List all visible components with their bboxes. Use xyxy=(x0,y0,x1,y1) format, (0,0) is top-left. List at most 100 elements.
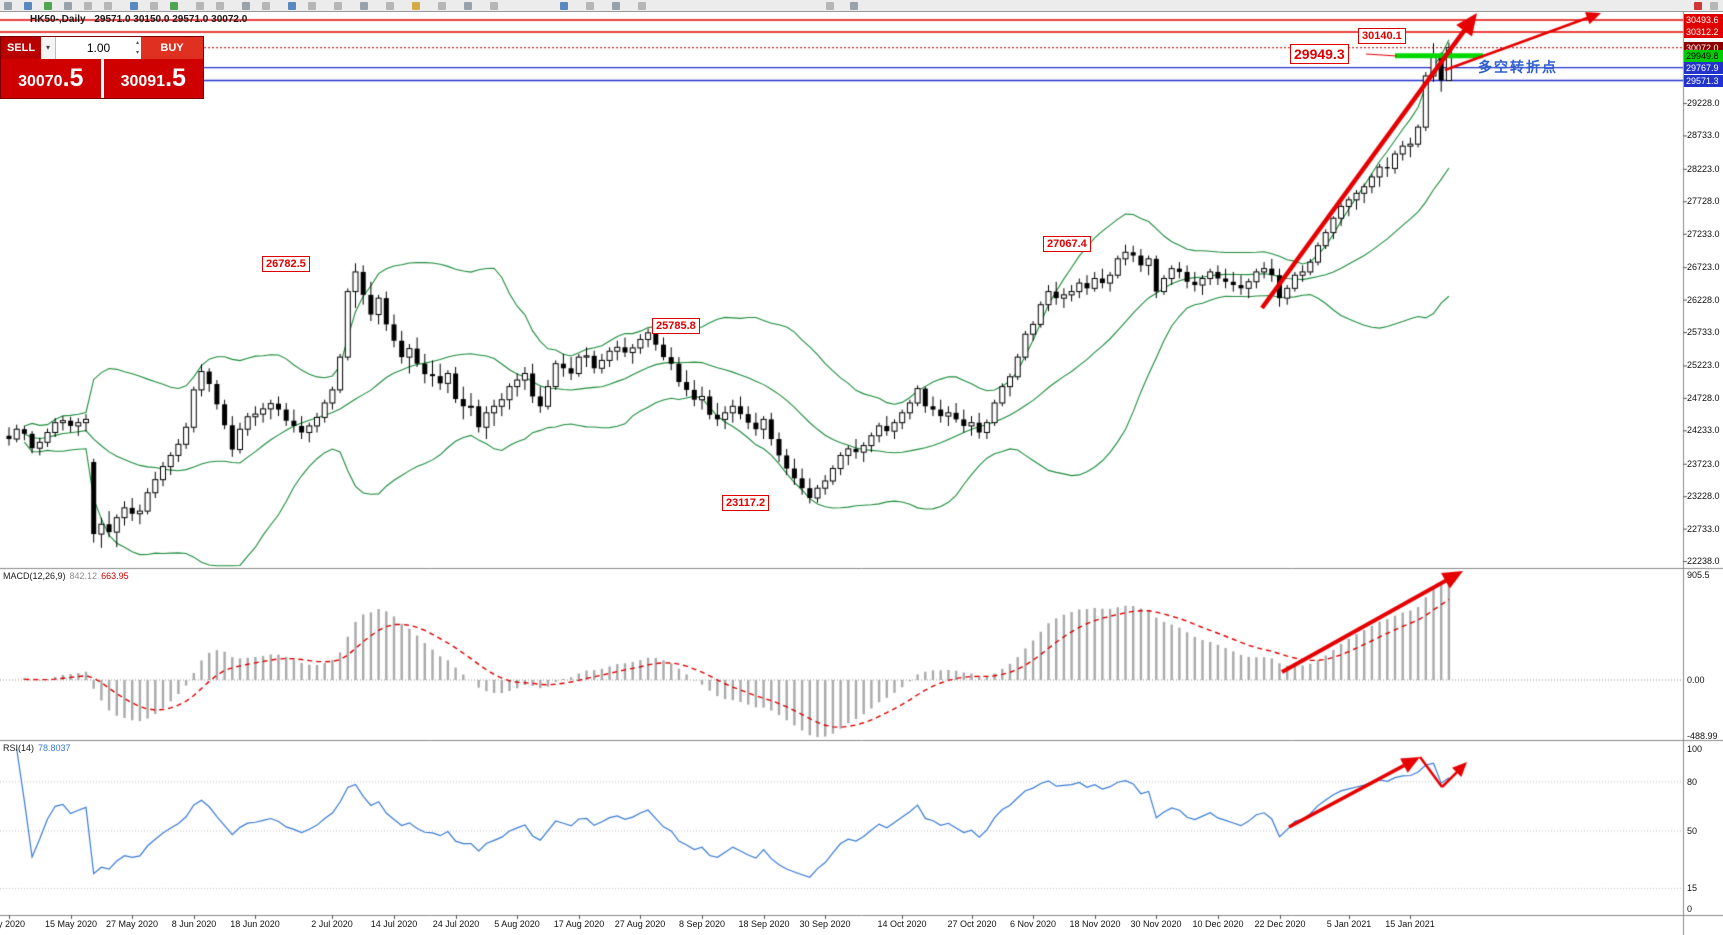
one-click-trading-panel[interactable]: SELL ▾ 1.00 ▴ ▾ BUY 30070.5 30091.5 xyxy=(0,36,204,99)
price-tick-label: 27233.0 xyxy=(1687,228,1720,239)
buy-price[interactable]: 30091.5 xyxy=(103,59,203,98)
toolbar-icon[interactable] xyxy=(612,2,620,10)
date-label: 15 Jan 2021 xyxy=(1385,919,1435,929)
price-tick-label: 25223.0 xyxy=(1687,360,1720,371)
stepper-up-icon[interactable]: ▴ xyxy=(135,40,139,46)
price-tick-label: 28223.0 xyxy=(1687,163,1720,174)
price-tick-label: 26723.0 xyxy=(1687,262,1720,273)
date-label: 14 Oct 2020 xyxy=(877,919,927,929)
price-level-chip: 29949.8 xyxy=(1684,50,1723,62)
chart-header: HK50-,Daily 29571.0 30150.0 29571.0 3007… xyxy=(30,14,253,25)
toolbar-icon[interactable] xyxy=(334,2,342,10)
date-label: 30 Nov 2020 xyxy=(1130,919,1182,929)
price-tick-label: 27728.0 xyxy=(1687,196,1720,207)
toolbar-icon[interactable] xyxy=(360,2,368,10)
turning-point-annotation[interactable]: 多空转折点 xyxy=(1478,59,1558,75)
toolbar-icon[interactable] xyxy=(586,2,594,10)
price-callout[interactable]: 25785.8 xyxy=(652,318,700,334)
rsi-axis-label: 0 xyxy=(1687,904,1693,914)
price-callout[interactable]: 23117.2 xyxy=(722,495,770,511)
date-label: 6 Nov 2020 xyxy=(1009,919,1057,929)
toolbar-icon[interactable] xyxy=(1710,2,1718,10)
date-label: 17 Aug 2020 xyxy=(553,919,605,929)
sell-button[interactable]: SELL xyxy=(1,37,41,59)
toolbar-icon[interactable] xyxy=(438,2,446,10)
date-label: 22 Dec 2020 xyxy=(1254,919,1306,929)
rsi-axis-label: 100 xyxy=(1687,744,1703,754)
toolbar-icon[interactable] xyxy=(308,2,316,10)
toolbar-icon[interactable] xyxy=(242,2,250,10)
toolbar-icon[interactable] xyxy=(24,2,32,10)
top-toolbar[interactable] xyxy=(0,0,1723,12)
volume-value[interactable]: 1.00 xyxy=(86,41,111,55)
toolbar-icon[interactable] xyxy=(560,2,568,10)
date-label: 5 Jan 2021 xyxy=(1326,919,1372,929)
date-label: 18 Nov 2020 xyxy=(1069,919,1121,929)
toolbar-icon[interactable] xyxy=(64,2,72,10)
date-label: 24 Jul 2020 xyxy=(432,919,480,929)
date-label: 27 Aug 2020 xyxy=(614,919,666,929)
price-level-chip: 30312.2 xyxy=(1684,26,1723,38)
toolbar-icon[interactable] xyxy=(288,2,296,10)
price-tick-label: 24728.0 xyxy=(1687,392,1720,403)
date-label: 27 May 2020 xyxy=(105,919,159,929)
price-tick-label: 22733.0 xyxy=(1687,523,1720,534)
price-tick-label: 25733.0 xyxy=(1687,327,1720,338)
toolbar-icon[interactable] xyxy=(130,2,138,10)
price-tick-label: 23228.0 xyxy=(1687,491,1720,502)
toolbar-icon[interactable] xyxy=(638,2,646,10)
date-label: 18 Jun 2020 xyxy=(230,919,280,929)
toolbar-icon[interactable] xyxy=(104,2,112,10)
toolbar-icon[interactable] xyxy=(44,2,52,10)
toolbar-icon[interactable] xyxy=(262,2,270,10)
toolbar-icon[interactable] xyxy=(826,2,834,10)
toolbar-icon[interactable] xyxy=(850,2,858,10)
symbol-period-label: HK50-,Daily xyxy=(30,14,86,25)
toolbar-icon[interactable] xyxy=(84,2,92,10)
price-tick-label: 24233.0 xyxy=(1687,425,1720,436)
toolbar-icon[interactable] xyxy=(464,2,472,10)
rsi-indicator-label: RSI(14) 78.8037 xyxy=(3,743,71,753)
date-label: 27 Oct 2020 xyxy=(947,919,997,929)
panel-caret-icon[interactable]: ▾ xyxy=(41,37,56,59)
rsi-axis-label: 50 xyxy=(1687,826,1698,836)
toolbar-icon[interactable] xyxy=(1694,2,1702,10)
date-label: 2 Jul 2020 xyxy=(311,919,353,929)
macd-indicator-label: MACD(12,26,9) 842.12 663.95 xyxy=(3,571,129,581)
price-tick-label: 23723.0 xyxy=(1687,458,1720,469)
price-level-chip: 29571.3 xyxy=(1684,75,1723,87)
volume-input[interactable]: 1.00 ▴ ▾ xyxy=(56,37,141,59)
toolbar-icon[interactable] xyxy=(170,2,178,10)
toolbar-icon[interactable] xyxy=(150,2,158,10)
price-callout[interactable]: 30140.1 xyxy=(1358,28,1406,44)
date-label: 14 Jul 2020 xyxy=(370,919,418,929)
toolbar-icon[interactable] xyxy=(216,2,224,10)
sell-price[interactable]: 30070.5 xyxy=(1,59,101,98)
price-callout[interactable]: 29949.3 xyxy=(1290,44,1349,64)
macd-axis-label: 0.00 xyxy=(1687,675,1705,685)
toolbar-icon[interactable] xyxy=(386,2,394,10)
toolbar-icon[interactable] xyxy=(4,2,12,10)
macd-axis-label: -488.99 xyxy=(1687,731,1718,741)
date-label: ay 2020 xyxy=(0,919,26,929)
date-label: 5 Aug 2020 xyxy=(494,919,540,929)
price-tick-label: 29228.0 xyxy=(1687,98,1720,108)
price-level-chip: 30493.6 xyxy=(1684,14,1723,26)
price-tick-label: 28733.0 xyxy=(1687,130,1720,141)
macd-axis-label: 905.5 xyxy=(1687,570,1710,580)
price-callout[interactable]: 27067.4 xyxy=(1043,236,1091,252)
toolbar-icon[interactable] xyxy=(412,2,420,10)
price-tick-label: 26228.0 xyxy=(1687,294,1720,305)
toolbar-icon[interactable] xyxy=(196,2,204,10)
volume-stepper[interactable]: ▴ ▾ xyxy=(136,38,139,58)
ohlc-values: 29571.0 30150.0 29571.0 30072.0 xyxy=(94,14,248,25)
date-label: 30 Sep 2020 xyxy=(799,919,851,929)
price-tick-label: 22238.0 xyxy=(1687,556,1720,567)
price-level-chip: 29767.9 xyxy=(1684,62,1723,74)
toolbar-icon[interactable] xyxy=(490,2,498,10)
date-label: 8 Sep 2020 xyxy=(678,919,726,929)
stepper-down-icon[interactable]: ▾ xyxy=(135,50,139,56)
price-callout[interactable]: 26782.5 xyxy=(262,256,310,272)
buy-button[interactable]: BUY xyxy=(141,37,203,59)
